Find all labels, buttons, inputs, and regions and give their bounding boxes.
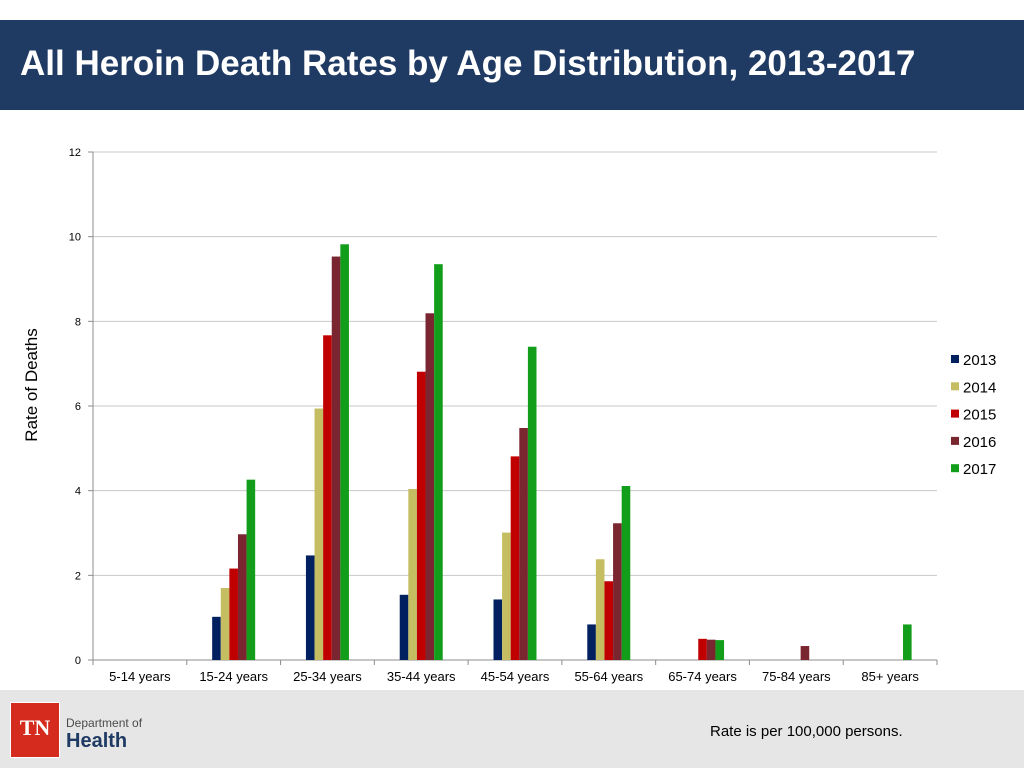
x-tick-label: 65-74 years [668, 669, 737, 684]
x-tick-label: 75-84 years [762, 669, 831, 684]
x-tick-label: 5-14 years [109, 669, 171, 684]
bar [408, 488, 417, 660]
y-tick-label: 0 [75, 655, 81, 667]
bar [587, 624, 596, 660]
legend-label: 2014 [963, 379, 996, 396]
bar [220, 588, 230, 660]
bar [399, 594, 409, 660]
bar [237, 534, 247, 660]
x-tick-label: 55-64 years [574, 669, 643, 684]
bar [519, 428, 528, 660]
bar [493, 599, 503, 660]
legend-swatch [951, 382, 959, 391]
y-tick-label: 2 [75, 570, 81, 582]
bar [903, 624, 912, 660]
legend-label: 2017 [963, 461, 996, 478]
footer: TN Department of Health Rate is per 100,… [0, 690, 1024, 768]
legend-label: 2016 [963, 434, 996, 451]
bar [613, 523, 622, 660]
legend-swatch [951, 464, 959, 473]
y-tick-label: 6 [75, 401, 81, 413]
y-tick-label: 4 [75, 486, 81, 498]
bar [595, 559, 605, 660]
x-tick-label: 85+ years [861, 669, 919, 684]
rate-footnote: Rate is per 100,000 persons. [710, 723, 903, 740]
bar [715, 640, 725, 660]
bar [212, 616, 221, 660]
bar [527, 346, 537, 660]
x-tick-label: 45-54 years [481, 669, 550, 684]
page-title: All Heroin Death Rates by Age Distributi… [20, 44, 916, 83]
bar-chart: 0 2 4 6 8 10 12 5-14 years 15-24 years 25-34 year… [69, 147, 997, 684]
bar [314, 408, 324, 660]
bar [604, 581, 614, 660]
legend-swatch [951, 436, 959, 445]
x-tick-label: 35-44 years [387, 669, 456, 684]
bar [502, 532, 511, 660]
legend-label: 2013 [963, 352, 996, 369]
y-tick-label: 12 [69, 147, 81, 159]
bar [331, 256, 341, 660]
bar [323, 335, 332, 660]
bar [800, 646, 810, 660]
tn-health-logo: TN Department of Health [10, 702, 160, 760]
logo-health-text: Health [66, 730, 128, 752]
bar [698, 638, 707, 660]
bar [229, 568, 238, 660]
bar [510, 456, 520, 660]
legend-swatch [951, 409, 959, 418]
legend-label: 2015 [963, 407, 996, 424]
tn-logo-mark: TN [10, 702, 60, 758]
bar [425, 313, 435, 660]
bar [340, 244, 349, 660]
bar [305, 555, 315, 660]
bar [434, 264, 443, 660]
x-tick-label: 15-24 years [199, 669, 268, 684]
bar [621, 486, 631, 660]
y-tick-label: 8 [75, 316, 81, 328]
bar [416, 371, 426, 660]
title-bar: All Heroin Death Rates by Age Distributi… [0, 20, 1024, 110]
legend-swatch [951, 355, 959, 363]
bar [706, 639, 716, 660]
logo-department-text: Department of [66, 716, 143, 730]
x-tick-label: 25-34 years [293, 669, 362, 684]
y-tick-label: 10 [69, 232, 81, 244]
bar [246, 479, 256, 660]
